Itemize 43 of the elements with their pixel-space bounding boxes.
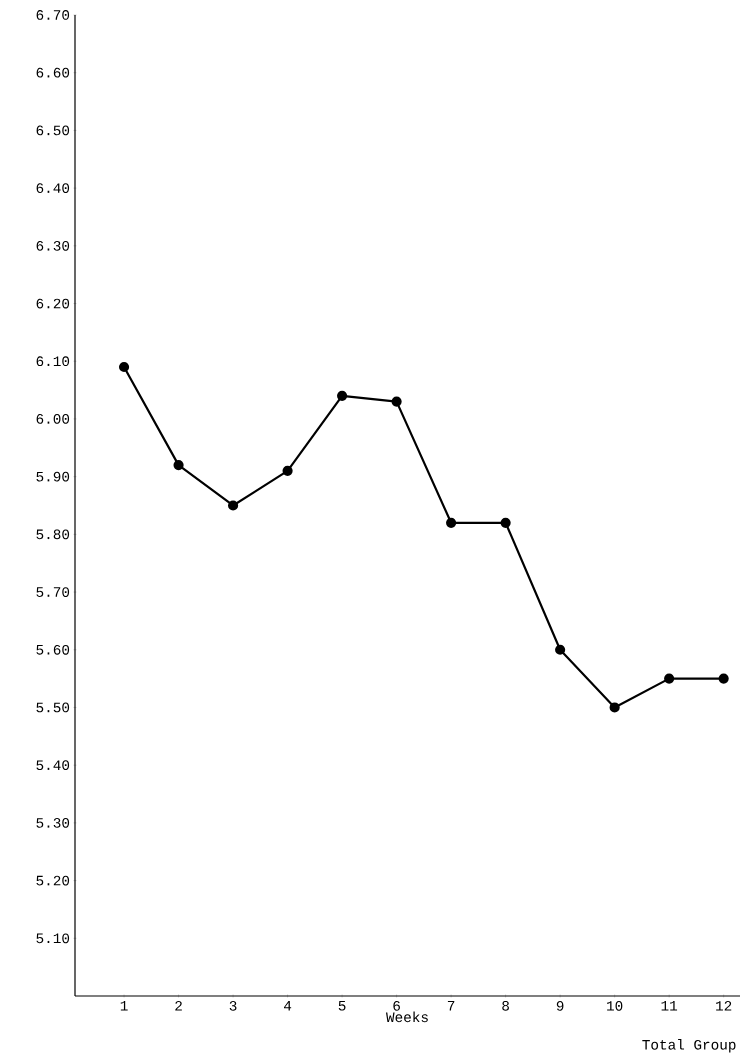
- y-tick-label: 6.30: [36, 240, 70, 251]
- x-tick-label: 10: [607, 1001, 623, 1011]
- point: [555, 644, 566, 655]
- point: [664, 673, 675, 684]
- y-tick-label: 5.10: [36, 933, 70, 944]
- y-tick-label: 6.60: [36, 67, 70, 78]
- point: [391, 396, 402, 407]
- y-tick-label: 5.40: [36, 760, 70, 771]
- y-tick-label: 5.20: [36, 875, 70, 886]
- y-tick-label: 6.40: [36, 183, 70, 193]
- y-tick-label: 6.20: [36, 298, 70, 309]
- x-tick-label: 2: [175, 1001, 182, 1011]
- point: [337, 390, 348, 401]
- point: [227, 500, 239, 511]
- y-tick-label: 6.50: [36, 125, 70, 136]
- x-tick-label: 5: [338, 1001, 346, 1011]
- point: [500, 517, 511, 528]
- point: [173, 460, 184, 471]
- point: [282, 465, 293, 476]
- y-tick-label: 6.00: [36, 414, 70, 424]
- y-tick-label: 5.60: [36, 644, 70, 655]
- x-tick-label: 11: [661, 1001, 678, 1011]
- x-tick-label: 12: [716, 1001, 732, 1011]
- x-axis-title: Weeks: [385, 1011, 428, 1023]
- x-tick-label: 7: [447, 1001, 455, 1011]
- point: [718, 673, 729, 684]
- x-tick-label: 6: [393, 1001, 400, 1011]
- point: [446, 517, 457, 528]
- x-tick-label: 1: [120, 1001, 128, 1011]
- x-tick-label: 4: [284, 1001, 292, 1011]
- text: Total Group: [642, 1039, 736, 1053]
- x-tick-label: 8: [502, 1001, 509, 1011]
- point: [118, 361, 130, 373]
- x-tick-label: 9: [556, 1001, 564, 1011]
- x-tick-label: 3: [229, 1001, 237, 1011]
- y-tick-label: 6.10: [36, 356, 70, 367]
- y-tick-label: 5.90: [36, 471, 70, 482]
- y-tick-label: 5.80: [36, 529, 70, 540]
- y-tick-label: 5.70: [36, 587, 70, 597]
- y-tick-label: 6.70: [36, 10, 70, 20]
- y-tick-label: 5.50: [36, 702, 70, 713]
- y-tick-label: 5.30: [36, 818, 70, 828]
- point: [609, 702, 620, 713]
